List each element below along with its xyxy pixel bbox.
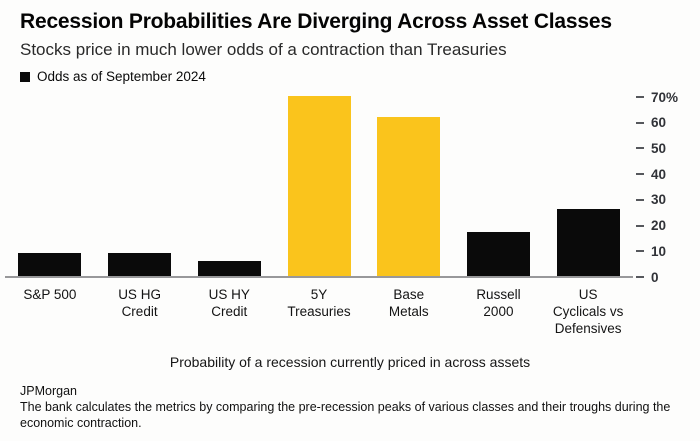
y-axis-tick: 50 [636,139,666,157]
bar-column [95,96,185,276]
bar-column [543,96,633,276]
tick-label: 40 [651,166,667,182]
category-label-line: US [578,287,598,302]
source-label: JPMorgan [20,384,77,398]
tick-dash-icon [636,276,644,278]
tick-dash-icon [636,250,644,253]
category-label: US HG Credit [95,286,185,337]
tick-label: 0 [651,269,659,285]
category-label: Base Metals [364,286,454,337]
y-axis-tick: 20 [636,217,666,235]
category-label-line: 5Y [310,287,328,302]
bar-column [274,96,364,276]
bar-us-cyclicals-vs-defensives [556,209,620,276]
tick-label: 50 [651,140,667,156]
chart-footer: JPMorgan The bank calculates the metrics… [0,383,700,431]
footnote: The bank calculates the metrics by compa… [20,400,671,430]
x-axis-labels: S&P 500 US HG Credit US HY Credit 5Y Treasurie… [5,286,633,337]
tick-dash-icon [636,224,644,227]
chart-subtitle: Stocks price in much lower odds of a con… [20,40,507,59]
y-axis-tick: 60 [636,114,666,132]
category-label: Russell 2000 [454,286,544,337]
bar-us-hy-credit [197,260,261,276]
category-label: S&P 500 [5,286,95,337]
bar-column [364,96,454,276]
chart-caption: Probability of a recession currently pri… [169,354,531,370]
chart-header: Recession Probabilities Are Diverging Ac… [0,0,700,84]
category-label-line: Credit [211,304,248,319]
category-label-line: US HY [208,287,250,302]
tick-label: 20 [651,218,667,234]
category-label: US HY Credit [184,286,274,337]
tick-label: 30 [651,192,667,208]
tick-dash-icon [636,121,644,124]
y-axis: 0 10 20 30 40 50 60 70% [636,90,700,285]
tick-label: 10 [651,243,667,259]
legend-label: Odds as of September 2024 [37,69,206,84]
y-axis-tick: 70% [636,88,678,106]
y-axis-tick: 10 [636,242,666,260]
y-axis-tick: 0 [636,268,659,286]
y-axis-tick: 30 [636,191,666,209]
bar-chart: 0 10 20 30 40 50 60 70% S&P 500 US HG Credit US HY… [0,90,700,340]
tick-label: 70% [651,89,679,105]
category-label-line: Defensives [554,321,622,336]
category-label-line: Credit [121,304,158,319]
bar-base-metals [377,116,441,276]
tick-dash-icon [636,198,644,201]
legend-swatch-icon [20,71,30,82]
category-label: 5Y Treasuries [274,286,364,337]
bar-s-p-500 [18,252,82,276]
tick-dash-icon [636,173,644,176]
category-label-line: S&P 500 [23,287,77,302]
category-label-line: 2000 [483,304,514,319]
category-label-line: US HG [118,287,161,302]
category-label-line: Treasuries [287,304,351,319]
bar-russell-2000 [466,232,530,276]
category-label-line: Cyclicals vs [552,304,624,319]
tick-label: 60 [651,115,667,131]
tick-dash-icon [636,147,644,150]
legend: Odds as of September 2024 [20,69,680,84]
bar-column [5,96,95,276]
category-label: US Cyclicals vs Defensives [543,286,633,337]
chart-title: Recession Probabilities Are Diverging Ac… [20,10,612,33]
tick-dash-icon [636,96,644,98]
category-label-line: Russell [476,287,521,302]
bar-5y-treasuries [287,96,351,276]
y-axis-tick: 40 [636,165,666,183]
bar-column [454,96,544,276]
category-label-line: Metals [388,304,429,319]
category-label-line: Base [393,287,425,302]
bar-us-hg-credit [108,252,172,276]
plot-area [5,96,633,278]
bar-column [184,96,274,276]
